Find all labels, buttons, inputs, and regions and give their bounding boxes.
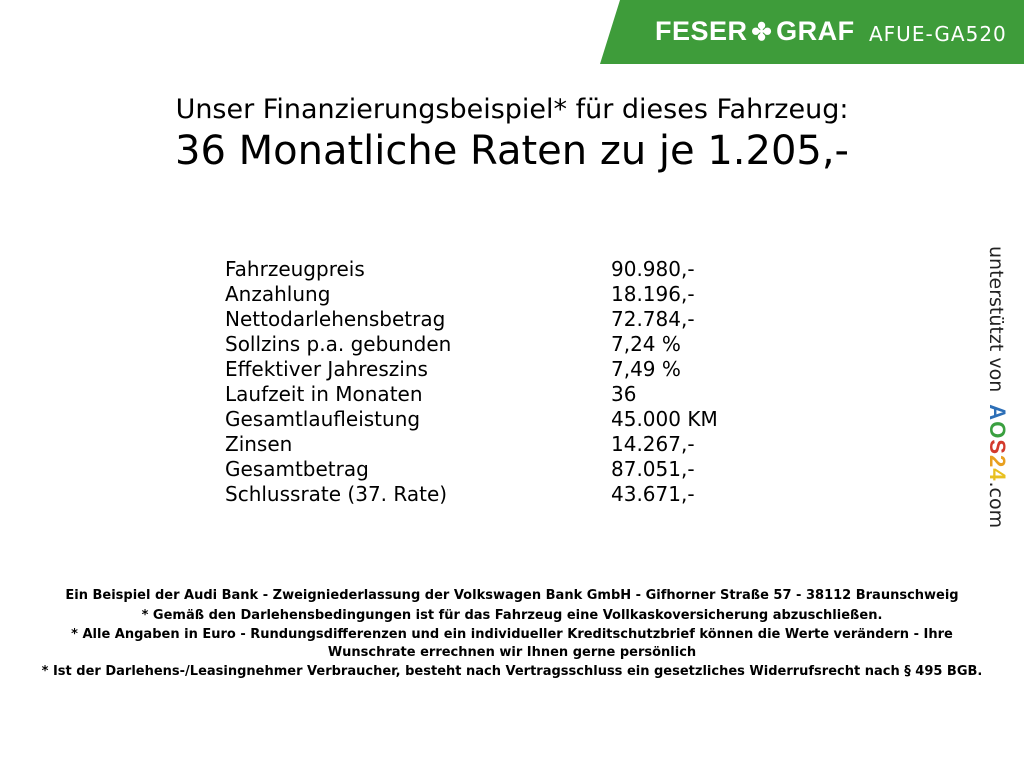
row-label: Fahrzeugpreis	[225, 257, 365, 281]
logo-letter: O	[985, 421, 1010, 440]
table-row: Nettodarlehensbetrag 72.784,-	[225, 307, 825, 332]
row-label: Anzahlung	[225, 282, 331, 306]
row-value: 45.000 KM	[611, 407, 718, 431]
row-value: 7,24 %	[611, 332, 681, 356]
table-row: Gesamtlaufleistung 45.000 KM	[225, 407, 825, 432]
row-label: Gesamtbetrag	[225, 457, 369, 481]
logo-suffix: .com	[985, 481, 1007, 529]
title-line2: 36 Monatliche Raten zu je 1.205,-	[175, 128, 849, 174]
table-row: Sollzins p.a. gebunden 7,24 %	[225, 332, 825, 357]
table-row: Fahrzeugpreis 90.980,-	[225, 257, 825, 282]
vehicle-code: AFUE-GA520	[869, 22, 1007, 46]
row-label: Sollzins p.a. gebunden	[225, 332, 452, 356]
logo-letter: S	[985, 439, 1010, 455]
row-label: Effektiver Jahreszins	[225, 357, 428, 381]
footer-notes: Ein Beispiel der Audi Bank - Zweignieder…	[40, 587, 984, 683]
table-row: Effektiver Jahreszins 7,49 %	[225, 357, 825, 382]
table-row: Zinsen 14.267,-	[225, 432, 825, 457]
row-value: 90.980,-	[611, 257, 695, 281]
row-label: Schlussrate (37. Rate)	[225, 482, 448, 506]
row-value: 72.784,-	[611, 307, 695, 331]
supported-by-text: unterstützt von	[985, 246, 1007, 393]
logo-letter: 2	[985, 455, 1010, 469]
row-value: 43.671,-	[611, 482, 695, 506]
row-label: Nettodarlehensbetrag	[225, 307, 446, 331]
brand-logo: FESER ✤ GRAF	[655, 16, 855, 47]
aos24-logo: AOS24	[985, 404, 1010, 481]
table-row: Anzahlung 18.196,-	[225, 282, 825, 307]
row-value: 7,49 %	[611, 357, 681, 381]
row-value: 18.196,-	[611, 282, 695, 306]
row-label: Laufzeit in Monaten	[225, 382, 423, 406]
table-row: Schlussrate (37. Rate) 43.671,-	[225, 482, 825, 507]
footer-note: * Alle Angaben in Euro - Rundungsdiffere…	[71, 627, 953, 660]
title-line1: Unser Finanzierungsbeispiel* für dieses …	[175, 94, 849, 125]
financing-table: Fahrzeugpreis 90.980,- Anzahlung 18.196,- …	[225, 257, 825, 507]
row-label: Zinsen	[225, 432, 293, 456]
row-value: 87.051,-	[611, 457, 695, 481]
supported-by: unterstützt von AOS24.com	[984, 246, 1010, 528]
brand-right: GRAF	[776, 16, 855, 46]
header-banner	[600, 0, 1024, 64]
clover-icon: ✤	[751, 19, 773, 46]
logo-letter: 4	[985, 468, 1010, 482]
row-label: Gesamtlaufleistung	[225, 407, 421, 431]
brand-left: FESER	[655, 16, 748, 46]
table-row: Gesamtbetrag 87.051,-	[225, 457, 825, 482]
logo-letter: A	[985, 404, 1010, 422]
footer-note: * Gemäß den Darlehensbedingungen ist für…	[141, 607, 883, 623]
table-row: Laufzeit in Monaten 36	[225, 382, 825, 407]
row-value: 36	[611, 382, 637, 406]
footer-note: * Ist der Darlehens-/Leasingnehmer Verbr…	[41, 664, 983, 679]
footer-note: Ein Beispiel der Audi Bank - Zweignieder…	[65, 588, 959, 603]
row-value: 14.267,-	[611, 432, 695, 456]
